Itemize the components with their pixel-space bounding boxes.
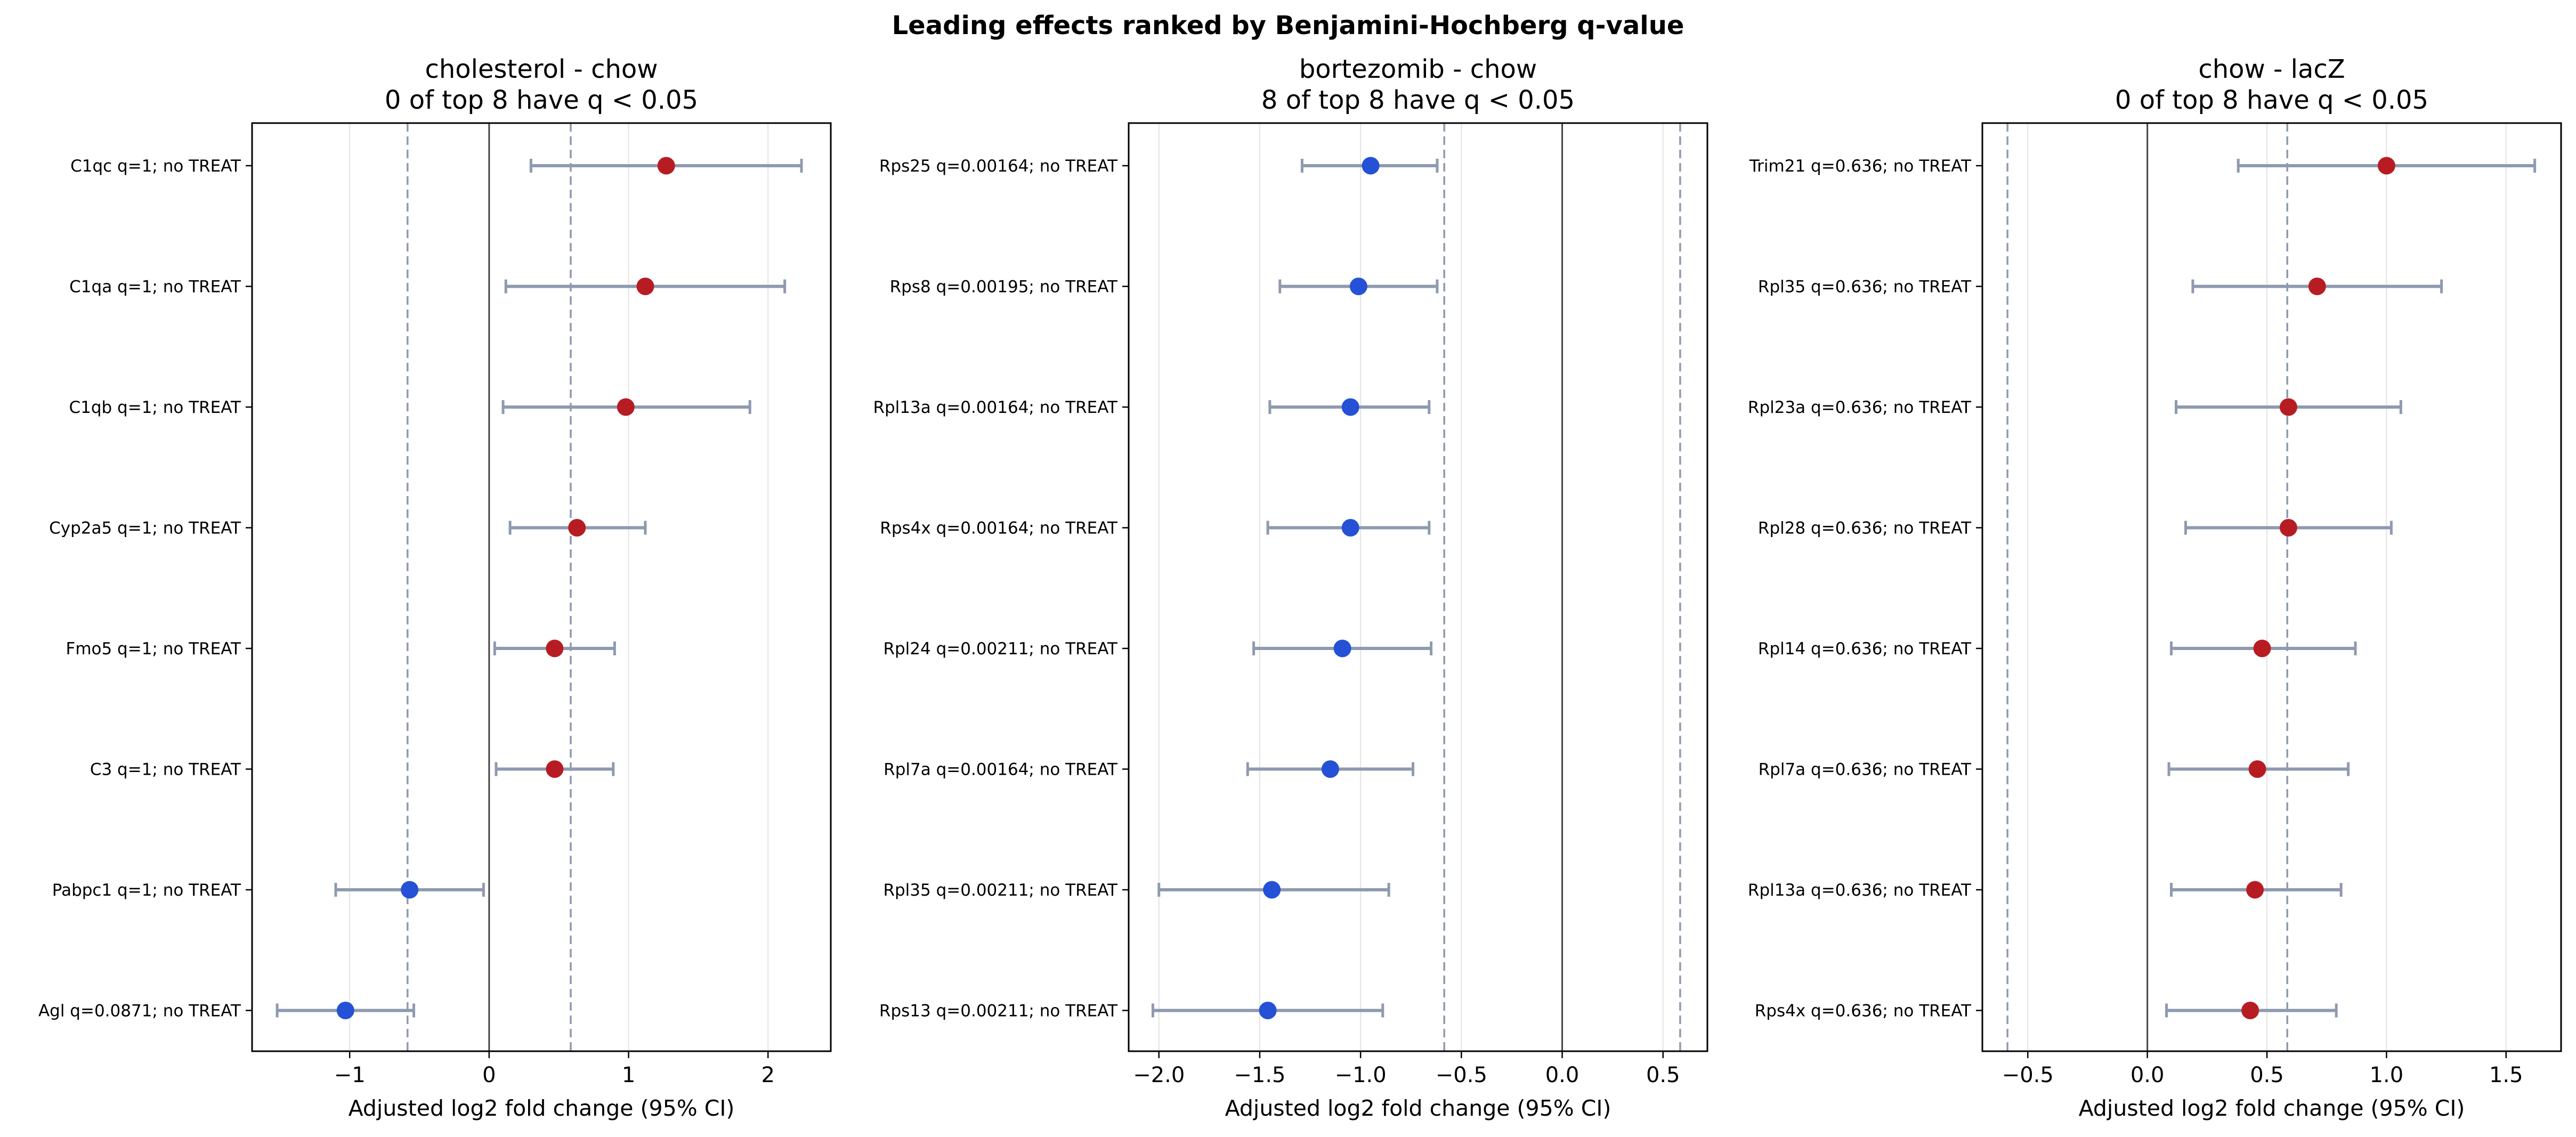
row-label: Rpl23a q=0.636; no TREAT <box>1748 398 1972 417</box>
estimate-point <box>568 519 586 537</box>
x-tick-label: 1 <box>622 1063 635 1087</box>
row-label: Rps8 q=0.00195; no TREAT <box>890 278 1118 297</box>
estimate-point <box>657 157 675 175</box>
x-tick-label: 2 <box>762 1063 775 1087</box>
row-label: Rps4x q=0.00164; no TREAT <box>880 519 1118 538</box>
estimate-point <box>1349 278 1367 295</box>
row-label: Rpl35 q=0.636; no TREAT <box>1758 278 1972 297</box>
row-label: Rpl13a q=0.636; no TREAT <box>1748 881 1972 900</box>
row-label: C1qc q=1; no TREAT <box>70 157 241 176</box>
estimate-point <box>617 398 635 416</box>
x-tick-label: 1.5 <box>2489 1063 2523 1087</box>
x-tick-label: −2.0 <box>1133 1063 1185 1087</box>
x-axis-label: Adjusted log2 fold change (95% CI) <box>1225 1095 1611 1121</box>
plot-area: Trim21 q=0.636; no TREAT Rpl35 q=0.636; n… <box>1748 122 2562 1087</box>
panel-title: chow - lacZ <box>2198 54 2345 84</box>
row-label: Trim21 q=0.636; no TREAT <box>1749 157 1972 176</box>
row-label: Rps4x q=0.636; no TREAT <box>1755 1002 1972 1021</box>
row-label: C1qa q=1; no TREAT <box>69 278 241 297</box>
row-label: Rpl7a q=0.636; no TREAT <box>1759 760 1972 779</box>
x-tick-label: 0.0 <box>2131 1063 2165 1087</box>
row-label: Rpl28 q=0.636; no TREAT <box>1758 519 1972 538</box>
estimate-point <box>2279 398 2297 416</box>
row-label: Cyp2a5 q=1; no TREAT <box>49 519 241 538</box>
estimate-point <box>1263 881 1281 899</box>
estimate-point <box>1341 519 1359 537</box>
estimate-point <box>1259 1002 1277 1019</box>
estimate-point <box>2248 760 2266 778</box>
panel-title: bortezomib - chow <box>1299 54 1537 84</box>
panel-cholesterol-chow: cholesterol - chow 0 of top 8 have q < 0… <box>38 54 832 1121</box>
panel-subtitle: 8 of top 8 have q < 0.05 <box>1261 85 1575 115</box>
row-label: Rpl24 q=0.00211; no TREAT <box>883 639 1118 659</box>
estimate-point <box>336 1002 354 1019</box>
estimate-point <box>1341 398 1359 416</box>
estimate-point <box>2241 1002 2259 1019</box>
x-tick-label: 0.5 <box>1646 1063 1680 1087</box>
estimate-point <box>546 760 564 778</box>
axes-frame <box>1981 122 2562 1052</box>
x-tick-label: −0.5 <box>1436 1063 1487 1087</box>
x-tick-label: −1 <box>334 1063 366 1087</box>
x-axis-label: Adjusted log2 fold change (95% CI) <box>349 1095 735 1121</box>
estimate-point <box>1362 157 1380 175</box>
row-label: Rpl13a q=0.00164; no TREAT <box>873 398 1118 417</box>
estimate-point <box>401 881 419 899</box>
panel-subtitle: 0 of top 8 have q < 0.05 <box>385 85 698 115</box>
estimate-point <box>1321 760 1339 778</box>
estimate-point <box>2308 278 2326 295</box>
estimate-point <box>1333 639 1351 657</box>
panel-bortezomib-chow: bortezomib - chow 8 of top 8 have q < 0.… <box>873 54 1708 1121</box>
x-tick-label: 0 <box>482 1063 496 1087</box>
row-label: Agl q=0.0871; no TREAT <box>38 1002 241 1021</box>
plot-area: C1qc q=1; no TREAT C1qa q=1; no TREAT C1qb… <box>38 122 832 1087</box>
figure-suptitle: Leading effects ranked by Benjamini-Hoch… <box>892 11 1684 40</box>
estimate-point <box>2279 519 2297 537</box>
estimate-point <box>2246 881 2264 899</box>
axes-frame <box>251 122 832 1052</box>
row-label: Rpl7a q=0.00164; no TREAT <box>884 760 1118 779</box>
row-label: Fmo5 q=1; no TREAT <box>66 639 241 659</box>
panel-subtitle: 0 of top 8 have q < 0.05 <box>2115 85 2428 115</box>
row-label: C3 q=1; no TREAT <box>90 760 241 779</box>
row-label: Rps13 q=0.00211; no TREAT <box>879 1002 1118 1021</box>
x-tick-label: 0.0 <box>1545 1063 1579 1087</box>
axes-frame <box>1128 122 1708 1052</box>
row-label: C1qb q=1; no TREAT <box>69 398 241 417</box>
estimate-point <box>546 639 564 657</box>
x-tick-label: −1.0 <box>1335 1063 1387 1087</box>
row-label: Rpl14 q=0.636; no TREAT <box>1758 639 1972 659</box>
x-tick-label: 0.5 <box>2250 1063 2284 1087</box>
x-tick-label: 1.0 <box>2370 1063 2404 1087</box>
row-label: Rps25 q=0.00164; no TREAT <box>879 157 1118 176</box>
panel-chow-lacz: chow - lacZ 0 of top 8 have q < 0.05 Adj… <box>1748 54 2562 1121</box>
x-tick-label: −0.5 <box>2002 1063 2054 1087</box>
estimate-point <box>636 278 654 295</box>
panel-title: cholesterol - chow <box>425 54 658 84</box>
x-tick-label: −1.5 <box>1234 1063 1285 1087</box>
estimate-point <box>2253 639 2271 657</box>
plot-area: Rps25 q=0.00164; no TREAT Rps8 q=0.00195;… <box>873 122 1708 1087</box>
x-axis-label: Adjusted log2 fold change (95% CI) <box>2079 1095 2465 1121</box>
row-label: Pabpc1 q=1; no TREAT <box>52 881 241 900</box>
row-label: Rpl35 q=0.00211; no TREAT <box>883 881 1118 900</box>
estimate-point <box>2377 157 2395 175</box>
